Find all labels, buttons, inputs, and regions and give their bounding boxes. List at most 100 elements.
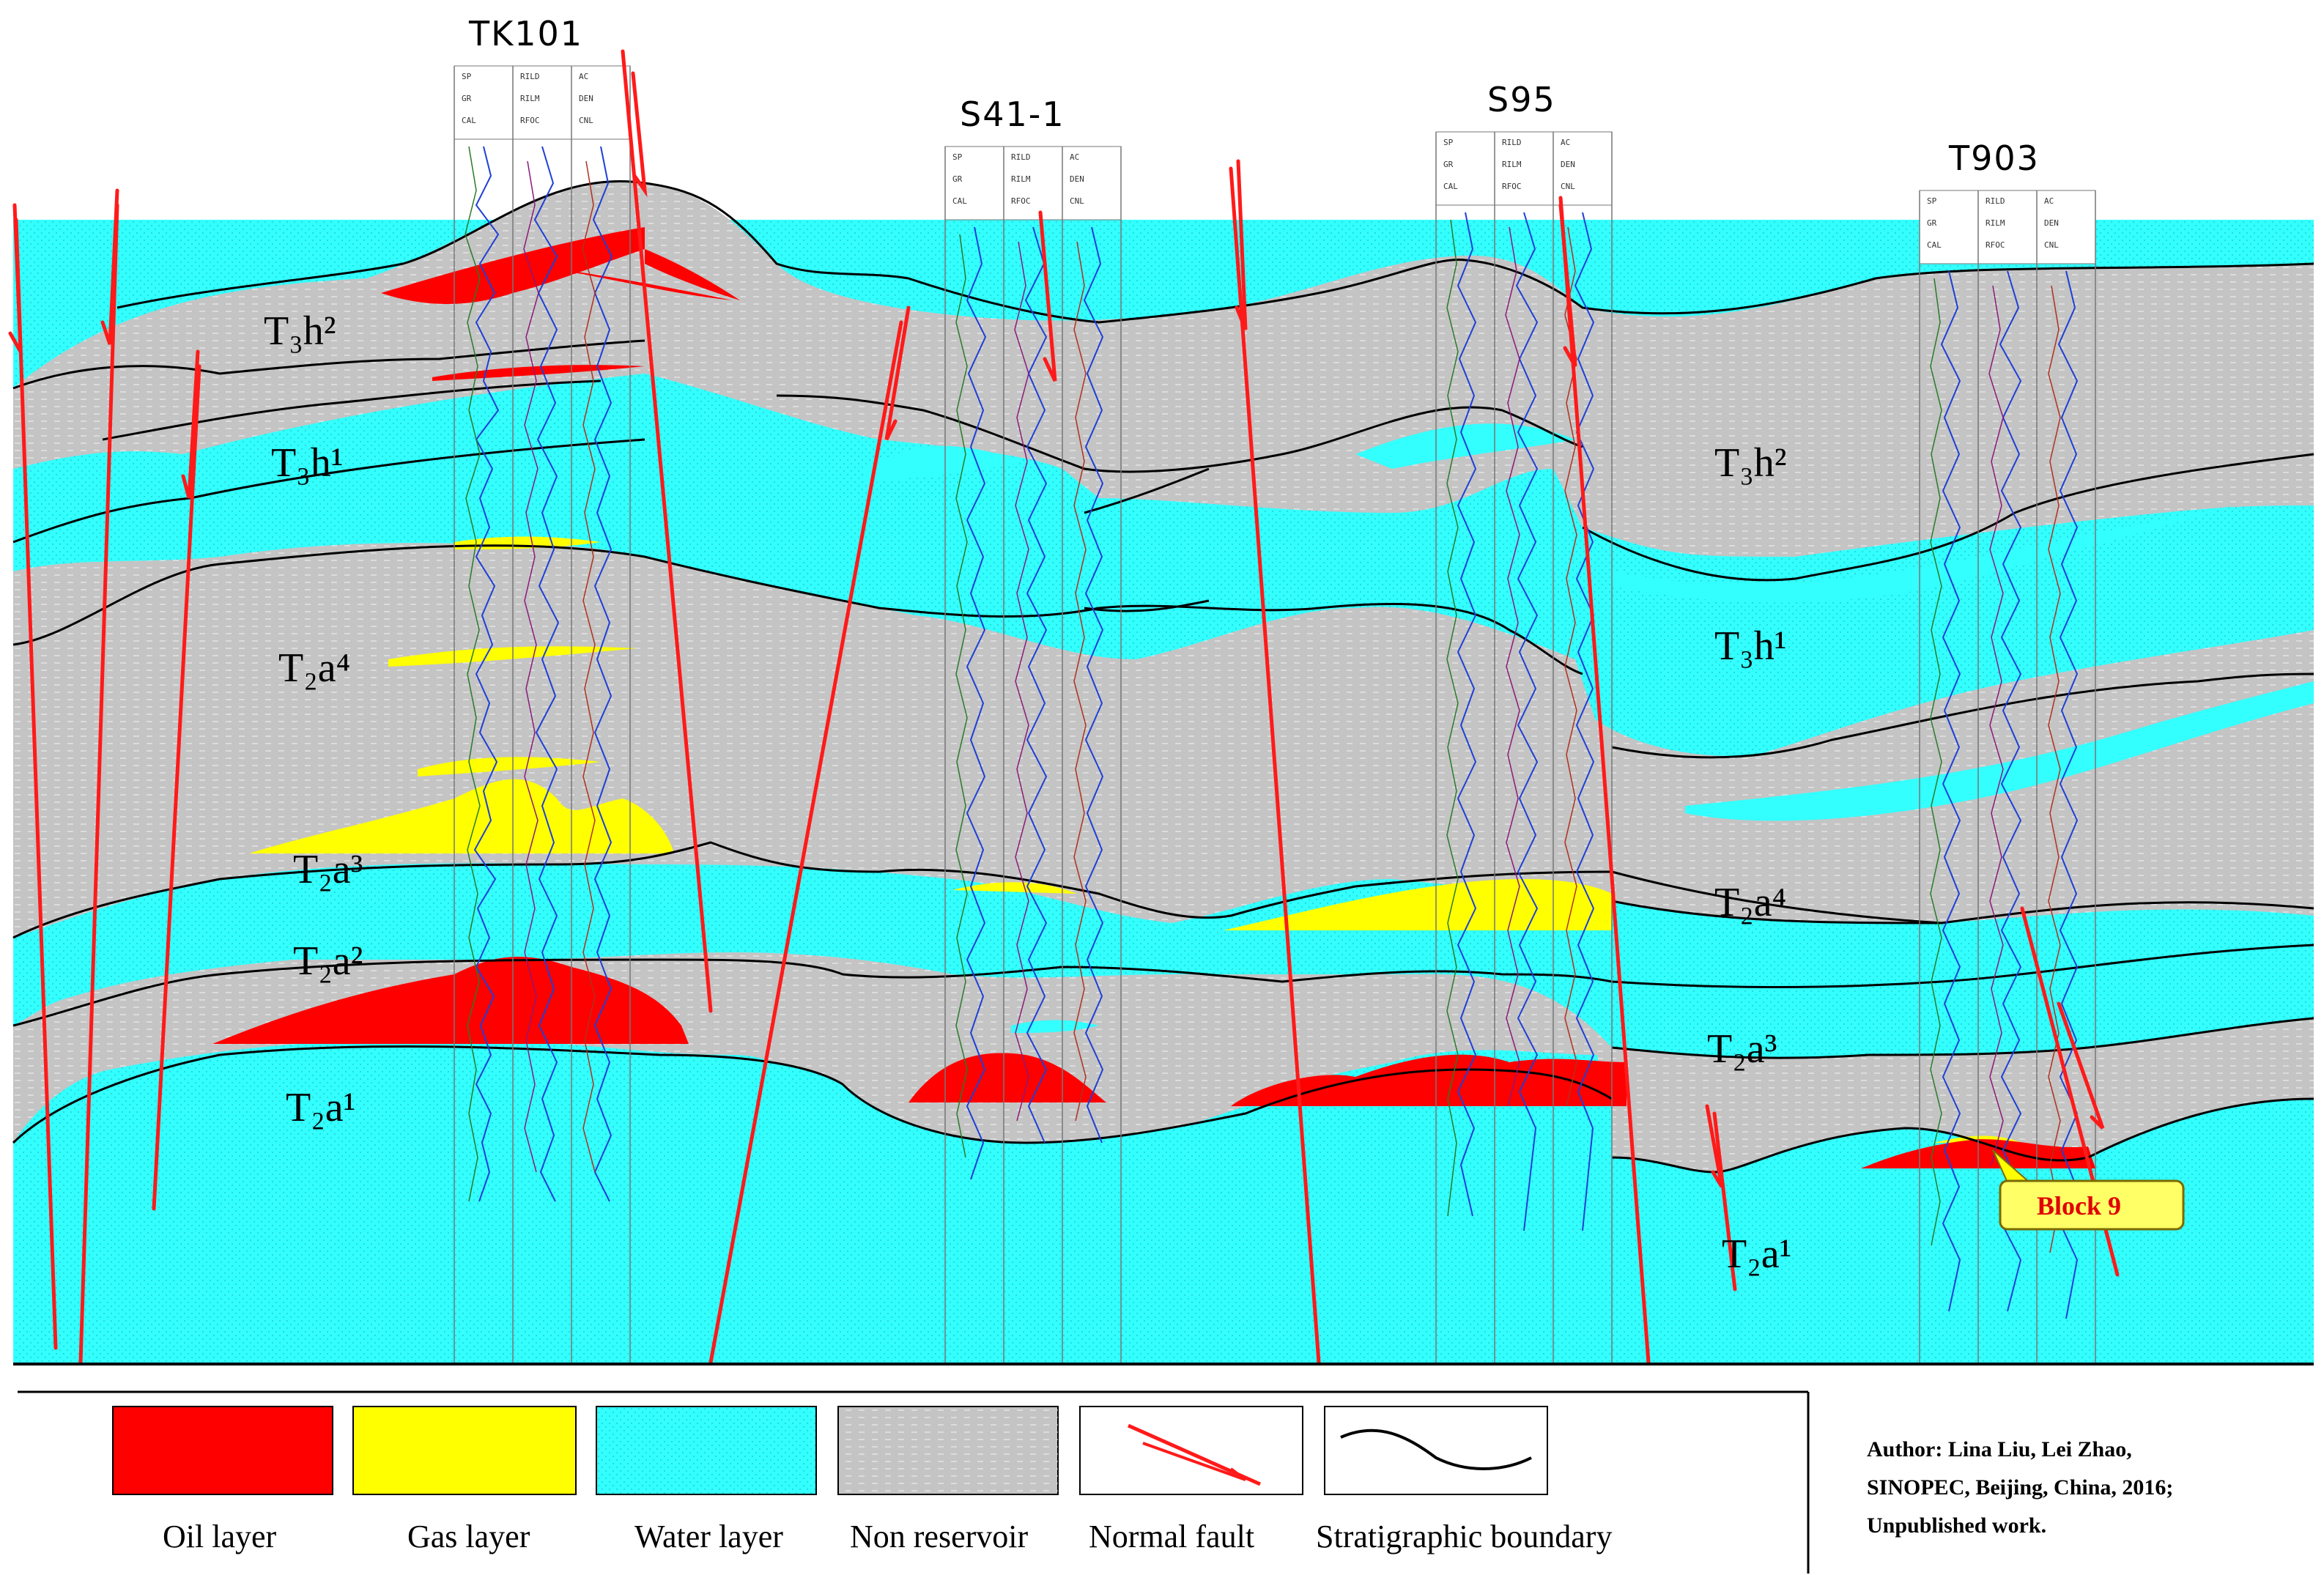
log-hdr-sp: SP xyxy=(1927,196,1937,206)
log-hdr-cal: CAL xyxy=(1927,240,1942,250)
log-hdr-rild: RILD xyxy=(1986,196,2005,206)
log-hdr-den: DEN xyxy=(2044,218,2059,228)
credit-line-2: SINOPEC, Beijing, China, 2016; xyxy=(1867,1475,2173,1500)
label-t2a3-right: T₂a³ xyxy=(1707,1026,1777,1072)
log-hdr-ac: AC xyxy=(579,72,588,81)
legend-swatch-oil xyxy=(112,1406,333,1495)
legend-label-gas: Gas layer xyxy=(407,1519,530,1554)
legend-item-water: Water layer xyxy=(596,1406,817,1554)
legend-label-boundary: Stratigraphic boundary xyxy=(1316,1519,1612,1554)
label-t2a2-left: T₂a² xyxy=(293,938,363,984)
fault-3 xyxy=(152,364,201,1211)
oil-s95 xyxy=(1231,1054,1627,1106)
label-t2a1-left: T₂a¹ xyxy=(286,1085,355,1130)
log-hdr-rfoc: RFOC xyxy=(1011,196,1031,206)
legend-item-fault: Normal fault xyxy=(1079,1406,1303,1554)
log-hdr-den: DEN xyxy=(1070,174,1084,184)
well-log-s95: SP GR CAL RILD RILM RFOC AC DEN CNL xyxy=(1435,131,1613,1363)
label-t2a3-left: T₂a³ xyxy=(293,847,363,892)
well-logs: SP GR CAL RILD RILM RFOC AC DEN CNL SP G… xyxy=(454,65,2096,1363)
legend-item-gas: Gas layer xyxy=(352,1406,577,1554)
log-hdr-ac: AC xyxy=(1070,152,1079,162)
log-hdr-rfoc: RFOC xyxy=(1986,240,2005,250)
log-hdr-sp: SP xyxy=(952,152,963,162)
faults xyxy=(8,49,2120,1365)
block-9-label: Block 9 xyxy=(2037,1191,2121,1220)
label-t2a4-left: T₂a⁴ xyxy=(278,645,350,691)
log-hdr-cal: CAL xyxy=(952,196,967,206)
well-log-s41-1: SP GR CAL RILD RILM RFOC AC DEN CNL xyxy=(944,146,1122,1363)
fault-9 xyxy=(1712,1111,1737,1292)
legend-item-boundary: Stratigraphic boundary xyxy=(1316,1406,1612,1554)
legend-boundary-icon xyxy=(1340,1428,1532,1470)
well-log-t903: SP GR CAL RILD RILM RFOC AC DEN CNL xyxy=(1919,190,2096,1363)
well-name-s41-1: S41-1 xyxy=(960,94,1065,134)
fault-2 xyxy=(78,203,119,1365)
legend-label-water: Water layer xyxy=(634,1519,783,1554)
credit-line-1: Author: Lina Liu, Lei Zhao, xyxy=(1867,1437,2132,1461)
label-t2a1-right: T₂a¹ xyxy=(1722,1231,1791,1277)
label-t2a4-right: T₂a⁴ xyxy=(1714,880,1786,925)
fault-6 xyxy=(1229,166,1321,1365)
fault-4 xyxy=(621,49,713,1013)
gas-s95 xyxy=(1224,879,1612,930)
credit-line-3: Unpublished work. xyxy=(1867,1513,2046,1538)
log-hdr-sp: SP xyxy=(462,72,472,81)
log-hdr-ac: AC xyxy=(1561,138,1570,147)
log-hdr-gr: GR xyxy=(462,94,472,103)
log-hdr-rilm: RILM xyxy=(1011,174,1031,184)
legend-label-oil: Oil layer xyxy=(163,1519,277,1554)
log-hdr-rild: RILD xyxy=(1502,138,1522,147)
log-hdr-gr: GR xyxy=(1927,218,1937,228)
label-t3h2-right: T₃h² xyxy=(1714,440,1787,486)
unit-labels: T₃h² T₃h¹ T₂a⁴ T₂a³ T₂a² T₂a¹ T₃h² T₃h¹ … xyxy=(264,308,1791,1277)
log-hdr-cnl: CNL xyxy=(2044,240,2059,250)
log-hdr-rild: RILD xyxy=(520,72,540,81)
log-hdr-cnl: CNL xyxy=(579,116,593,125)
log-hdr-cal: CAL xyxy=(462,116,476,125)
log-hdr-rilm: RILM xyxy=(520,94,540,103)
oil-bodies xyxy=(212,227,2095,1168)
fault-1 xyxy=(14,218,58,1350)
log-hdr-cnl: CNL xyxy=(1070,196,1084,206)
well-name-s95: S95 xyxy=(1487,80,1556,119)
stratigraphic-boundaries xyxy=(12,179,2314,1174)
fault-5 xyxy=(708,320,903,1365)
well-name-t903: T903 xyxy=(1948,138,2040,178)
log-hdr-rild: RILD xyxy=(1011,152,1031,162)
gas-s41 xyxy=(952,882,1077,894)
legend-item-oil: Oil layer xyxy=(112,1406,333,1554)
log-hdr-rfoc: RFOC xyxy=(1502,182,1522,191)
log-hdr-rfoc: RFOC xyxy=(520,116,540,125)
block-9-callout: Block 9 xyxy=(1992,1149,2185,1231)
legend-label-nonreservoir: Non reservoir xyxy=(850,1519,1028,1554)
well-log-tk101: SP GR CAL RILD RILM RFOC AC DEN CNL xyxy=(454,65,631,1363)
author-credit: Author: Lina Liu, Lei Zhao, SINOPEC, Bei… xyxy=(1867,1437,2173,1538)
log-hdr-cnl: CNL xyxy=(1561,182,1575,191)
oil-t2a2-tk101 xyxy=(212,957,689,1044)
log-hdr-ac: AC xyxy=(2044,196,2054,206)
legend-swatch-gas xyxy=(352,1406,577,1495)
log-hdr-den: DEN xyxy=(579,94,593,103)
label-t3h1-right: T₃h¹ xyxy=(1714,623,1787,669)
gas-bodies xyxy=(249,536,2022,1143)
well-name-tk101: TK101 xyxy=(468,14,583,53)
log-hdr-rilm: RILM xyxy=(1986,218,2005,228)
oil-t3h1-top xyxy=(432,365,645,381)
log-hdr-cal: CAL xyxy=(1443,182,1458,191)
legend: Oil layer Gas layer Water layer Non rese… xyxy=(18,1390,2173,1574)
log-hdr-den: DEN xyxy=(1561,160,1575,169)
legend-label-fault: Normal fault xyxy=(1089,1519,1254,1554)
log-hdr-sp: SP xyxy=(1443,138,1454,147)
gas-t2a3-tk101 xyxy=(249,779,674,853)
oil-s41 xyxy=(908,1053,1106,1102)
log-hdr-gr: GR xyxy=(952,174,963,184)
label-t3h1-left: T₃h¹ xyxy=(271,440,344,486)
gas-lens-3 xyxy=(418,757,601,777)
log-hdr-gr: GR xyxy=(1443,160,1454,169)
well-names: TK101 S41-1 S95 T903 xyxy=(468,14,2040,178)
fault-7 xyxy=(1558,196,1651,1365)
legend-item-nonreservoir: Non reservoir xyxy=(837,1406,1059,1554)
log-hdr-rilm: RILM xyxy=(1502,160,1522,169)
